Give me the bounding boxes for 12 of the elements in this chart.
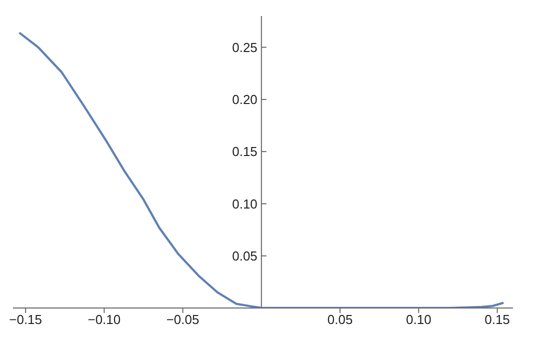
y-tick-label: 0.20 — [232, 92, 258, 107]
x-tick-label: 0.15 — [484, 312, 510, 328]
y-tick-label: 0.10 — [232, 196, 258, 212]
x-tick-label: −0.05 — [166, 312, 200, 328]
x-tick-label: 0.05 — [327, 312, 353, 328]
y-tick-label: 0.25 — [232, 40, 258, 55]
x-tick-label: −0.10 — [88, 312, 121, 328]
line-series — [18, 32, 505, 308]
x-tick-label: 0.10 — [406, 312, 432, 328]
y-tick-label: 0.15 — [232, 144, 258, 160]
x-tick-label: −0.15 — [9, 312, 42, 328]
y-tick-label: 0.05 — [232, 248, 258, 264]
